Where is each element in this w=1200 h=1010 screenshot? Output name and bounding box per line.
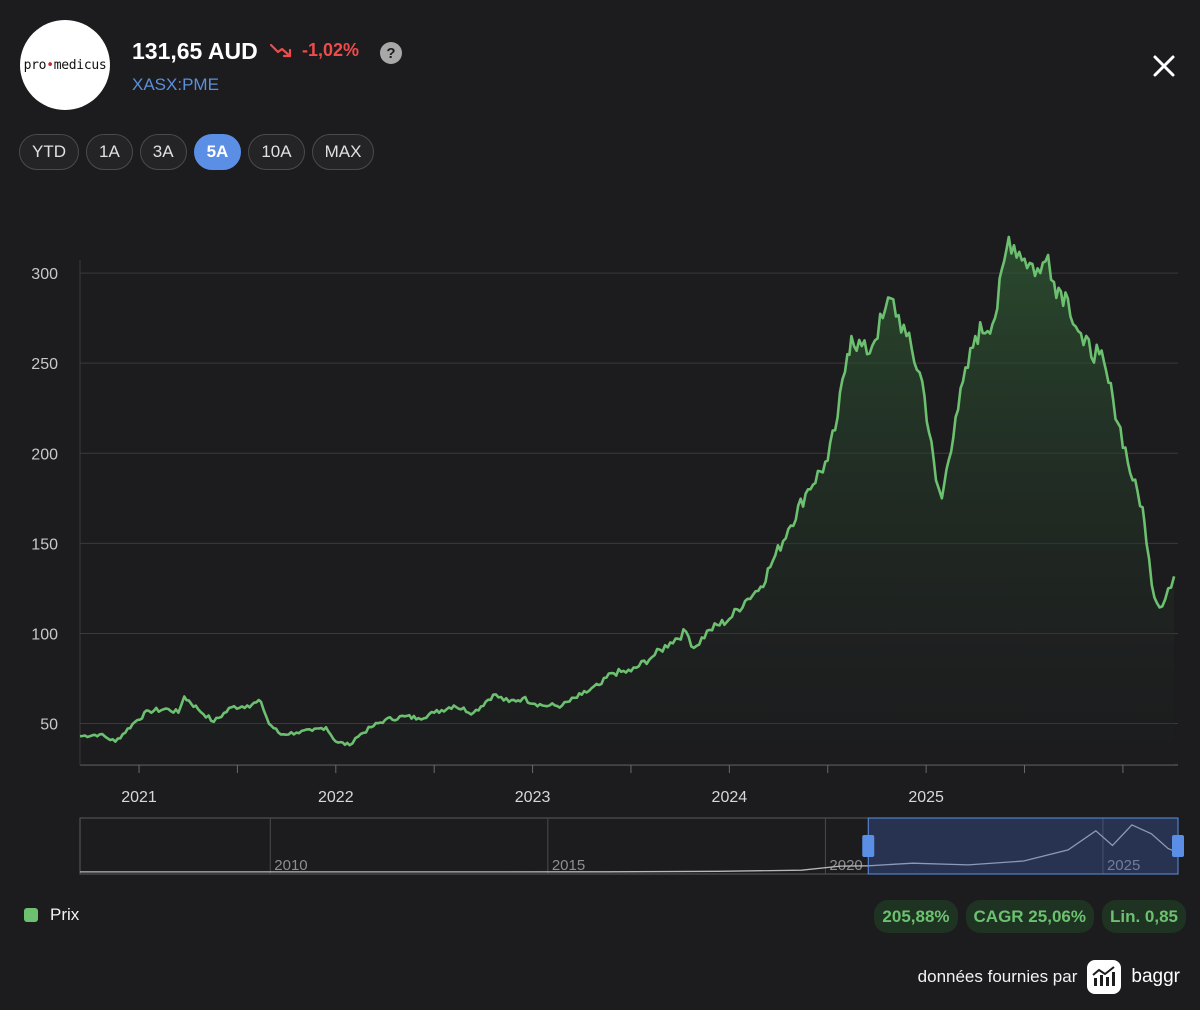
range-3a-button[interactable]: 3A	[139, 134, 187, 170]
x-tick-label: 2025	[908, 789, 944, 806]
company-logo: pro•medicus	[20, 20, 110, 110]
data-credit: données fournies par baggr	[918, 960, 1180, 994]
range-navigator[interactable]: 2010 2015 2020 2025	[0, 810, 1200, 880]
help-icon[interactable]: ?	[380, 42, 402, 64]
credit-text: données fournies par	[917, 967, 1078, 986]
legend-swatch	[24, 908, 38, 922]
price-area	[80, 237, 1175, 765]
legend-label: Prix	[50, 905, 80, 924]
y-tick-label: 150	[31, 536, 58, 553]
y-tick-label: 200	[31, 446, 58, 463]
current-price: 131,65 AUD	[132, 38, 258, 64]
close-icon[interactable]	[1150, 52, 1178, 80]
y-tick-label: 100	[31, 626, 58, 643]
range-ytd-button[interactable]: YTD	[19, 134, 79, 170]
navigator-handle-left[interactable]	[862, 835, 875, 857]
navigator-tick-label: 2015	[552, 857, 585, 874]
y-tick-label: 50	[40, 717, 58, 734]
navigator-series	[80, 824, 1179, 873]
navigator-tick-label: 2010	[274, 857, 307, 874]
x-tick-label: 2022	[318, 789, 354, 806]
price-change: -1,02%	[270, 40, 359, 61]
ticker-symbol[interactable]: XASX:PME	[132, 75, 219, 94]
range-1a-button[interactable]: 1A	[86, 134, 133, 170]
range-selector: YTD 1A 3A 5A 10A MAX	[19, 134, 375, 170]
navigator-handle-right[interactable]	[1172, 835, 1184, 857]
trend-down-icon	[270, 43, 292, 57]
navigator-selection[interactable]	[867, 817, 1179, 875]
range-5a-button[interactable]: 5A	[193, 134, 242, 170]
range-10a-button[interactable]: 10A	[248, 134, 305, 170]
total-return-badge: 205,88%	[874, 900, 958, 933]
y-tick-label: 300	[31, 266, 58, 283]
legend: Prix	[24, 905, 79, 925]
x-tick-label: 2023	[515, 789, 551, 806]
change-percent: -1,02%	[302, 40, 360, 60]
price-line[interactable]	[79, 235, 1176, 747]
navigator-frame	[79, 817, 1179, 875]
linearity-badge: Lin. 0,85	[1101, 900, 1186, 933]
x-tick-label: 2024	[712, 789, 748, 806]
navigator-tick-label: 2025	[1107, 857, 1140, 874]
range-max-button[interactable]: MAX	[311, 134, 375, 170]
price-chart[interactable]: 50 100 150 200 250 300 2021 2022 2023 2024 2025	[0, 200, 1200, 810]
cagr-badge: CAGR 25,06%	[965, 900, 1094, 933]
baggr-logo-icon[interactable]	[1087, 960, 1122, 994]
credit-brand[interactable]: baggr	[1131, 966, 1180, 987]
stats-badges: 205,88% CAGR 25,06% Lin. 0,85	[874, 900, 1186, 933]
x-tick-label: 2021	[121, 789, 157, 806]
y-tick-label: 250	[31, 356, 58, 373]
